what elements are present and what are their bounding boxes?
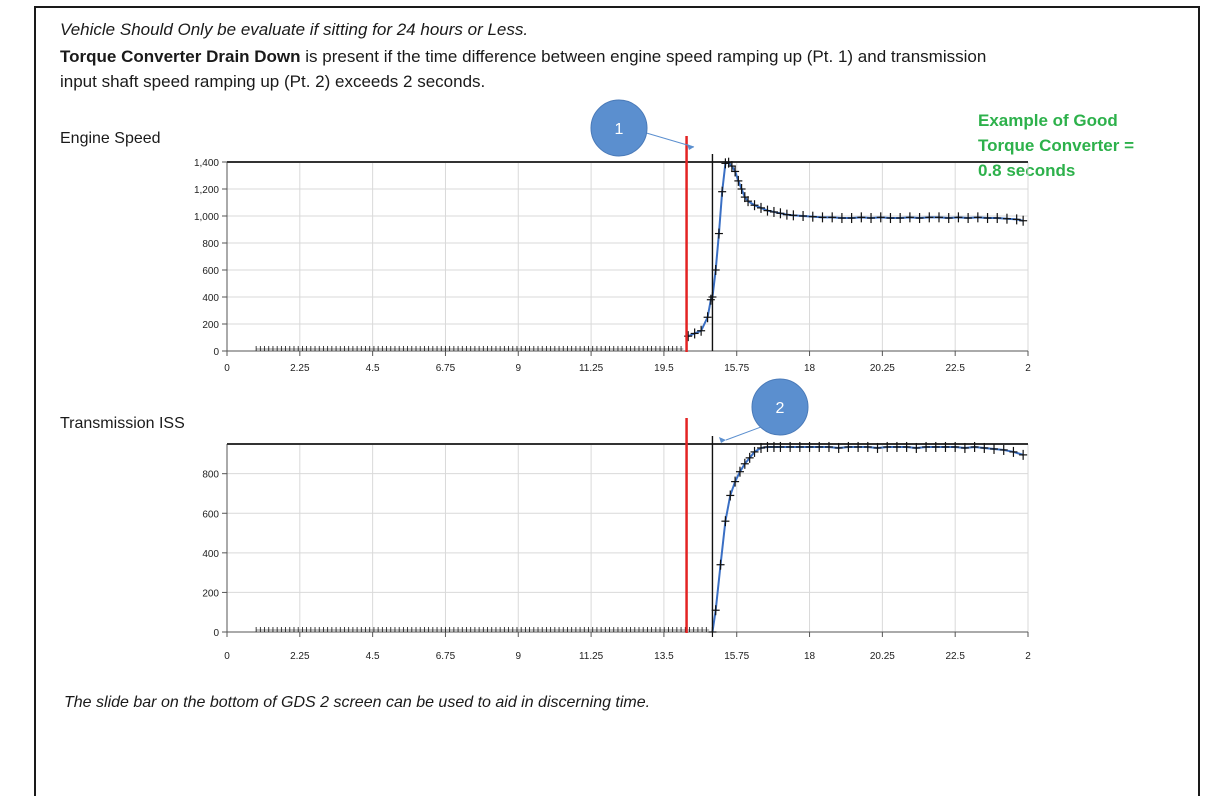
y-tick-label: 1,200 <box>194 185 219 196</box>
x-tick-label: 13.5 <box>654 651 674 662</box>
callout-circle <box>590 99 648 157</box>
x-tick-label: 20.25 <box>870 651 895 662</box>
callout-number: 1 <box>615 121 624 138</box>
y-tick-label: 1,400 <box>194 158 219 169</box>
y-tick-label: 200 <box>202 320 219 331</box>
series-line <box>711 445 1024 633</box>
callout-number: 2 <box>776 400 785 417</box>
x-tick-label: 18 <box>804 363 816 374</box>
x-tick-label: 15.75 <box>724 651 749 662</box>
description-line-2: input shaft speed ramping up (Pt. 2) exc… <box>60 72 486 91</box>
chart-title: Engine Speed <box>60 130 161 147</box>
y-tick-label: 200 <box>202 588 219 599</box>
y-tick-label: 0 <box>213 347 219 358</box>
x-tick-label: 4.5 <box>366 651 380 662</box>
x-tick-label: 0 <box>224 363 230 374</box>
description-line-1-rest: is present if the time difference betwee… <box>300 47 987 66</box>
y-tick-label: 1,000 <box>194 212 219 223</box>
x-tick-label: 20.25 <box>870 363 895 374</box>
description-line-1: Torque Converter Drain Down is present i… <box>60 47 986 67</box>
callout-arrow <box>642 131 695 148</box>
y-tick-label: 400 <box>202 549 219 560</box>
x-tick-label: 19.5 <box>654 363 674 374</box>
x-tick-label: 22.5 <box>945 651 965 662</box>
x-tick-label: 4.5 <box>366 363 380 374</box>
x-tick-label: 9 <box>515 363 521 374</box>
x-tick-label: 15.75 <box>724 363 749 374</box>
x-tick-label: 6.75 <box>436 363 456 374</box>
footer-note: The slide bar on the bottom of GDS 2 scr… <box>64 694 651 711</box>
good-example-line-2: Torque Converter = <box>978 136 1135 155</box>
y-tick-label: 800 <box>202 239 219 250</box>
x-tick-label: 2 <box>1025 651 1031 662</box>
y-tick-label: 600 <box>202 266 219 277</box>
chart-2: Transmission ISS 0 200 400 600 800 0 2.25 4.5 6.7… <box>60 378 1031 662</box>
x-tick-label: 0 <box>224 651 230 662</box>
drain-down-term: Torque Converter Drain Down <box>60 47 301 66</box>
callout-arrowhead <box>719 437 726 443</box>
y-tick-label: 800 <box>202 470 219 481</box>
y-tick-label: 400 <box>202 293 219 304</box>
y-tick-label: 0 <box>213 628 219 639</box>
x-tick-label: 11.25 <box>579 651 604 662</box>
x-tick-label: 18 <box>804 651 816 662</box>
good-example-line-1: Example of Good <box>978 111 1118 130</box>
chart-title: Transmission ISS <box>60 415 185 432</box>
x-tick-label: 6.75 <box>436 651 456 662</box>
callout-circle <box>751 378 809 436</box>
document-frame <box>34 6 1200 796</box>
x-tick-label: 2.25 <box>290 651 310 662</box>
callout-arrowhead <box>687 144 694 150</box>
x-tick-label: 22.5 <box>945 363 965 374</box>
x-tick-label: 11.25 <box>579 363 604 374</box>
evaluation-note: Vehicle Should Only be evaluate if sitti… <box>60 20 529 39</box>
chart-1: Engine Speed 0 200 400 600 800 1,000 1,200 1,400… <box>60 99 1031 374</box>
x-tick-label: 2 <box>1025 363 1031 374</box>
good-converter-example: Example of Good Torque Converter = 0.8 s… <box>978 108 1134 183</box>
x-tick-label: 2.25 <box>290 363 310 374</box>
good-example-line-3: 0.8 seconds <box>978 161 1076 180</box>
y-tick-label: 600 <box>202 509 219 520</box>
x-tick-label: 9 <box>515 651 521 662</box>
